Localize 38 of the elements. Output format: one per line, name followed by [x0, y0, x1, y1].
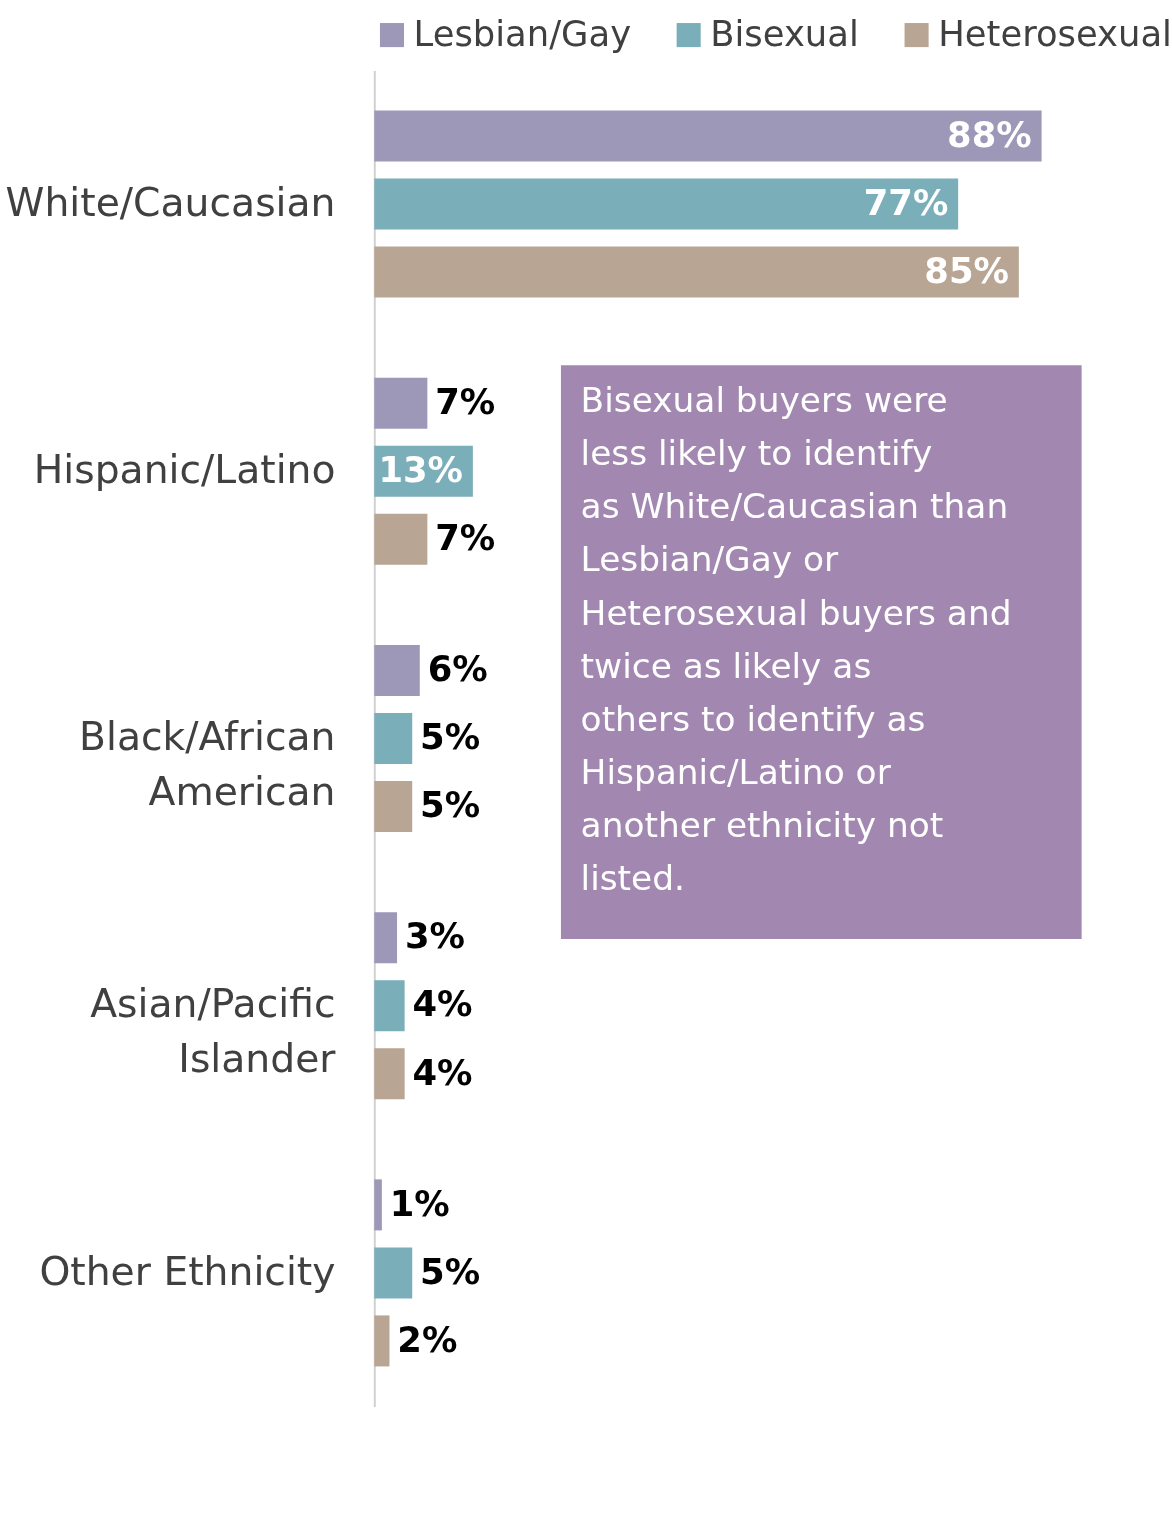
data-label: 77% — [863, 181, 949, 223]
y-tick-label: Black/African American — [79, 714, 336, 815]
bar — [374, 644, 420, 696]
data-label: 6% — [427, 648, 488, 690]
data-label: 7% — [435, 381, 496, 423]
bar — [374, 377, 428, 429]
bar — [374, 1247, 413, 1299]
data-label: 1% — [389, 1182, 450, 1224]
y-tick-label: Hispanic/Latino — [33, 447, 336, 493]
bar — [374, 110, 1042, 162]
bar — [374, 780, 413, 832]
data-label: 5% — [420, 1250, 481, 1292]
data-label: 3% — [404, 915, 465, 957]
data-label: 85% — [924, 249, 1010, 291]
data-label: 2% — [397, 1318, 458, 1360]
y-tick-label: Asian/Pacific Islander — [90, 981, 337, 1082]
y-tick-label: Other Ethnicity — [39, 1248, 336, 1294]
bar — [374, 1048, 405, 1100]
bar — [374, 246, 1019, 298]
bar — [374, 712, 413, 764]
bar — [374, 912, 398, 964]
data-label: 88% — [947, 113, 1032, 155]
bar — [374, 1179, 382, 1231]
bar — [374, 980, 405, 1032]
bar — [374, 178, 959, 230]
data-label: 5% — [420, 716, 481, 758]
legend-label: Bisexual — [710, 12, 859, 54]
data-label: 13% — [378, 449, 464, 491]
data-label: 4% — [412, 1051, 473, 1093]
bar — [374, 513, 428, 565]
data-label: 5% — [420, 784, 481, 826]
legend-label: Lesbian/Gay — [413, 12, 632, 54]
y-tick-label: White/Caucasian — [5, 179, 336, 225]
data-label: 7% — [435, 517, 496, 559]
bar — [374, 1315, 390, 1367]
data-label: 4% — [412, 983, 473, 1025]
legend-label: Heterosexual — [938, 12, 1172, 54]
text: Bisexual buyers were less likely to identify as White/Caucasian than Lesbian/Gay or Heterosexual buyers and twice as likely as others to identify as Hispanic/Latino or another ethnicity not listed. — [580, 380, 1012, 898]
